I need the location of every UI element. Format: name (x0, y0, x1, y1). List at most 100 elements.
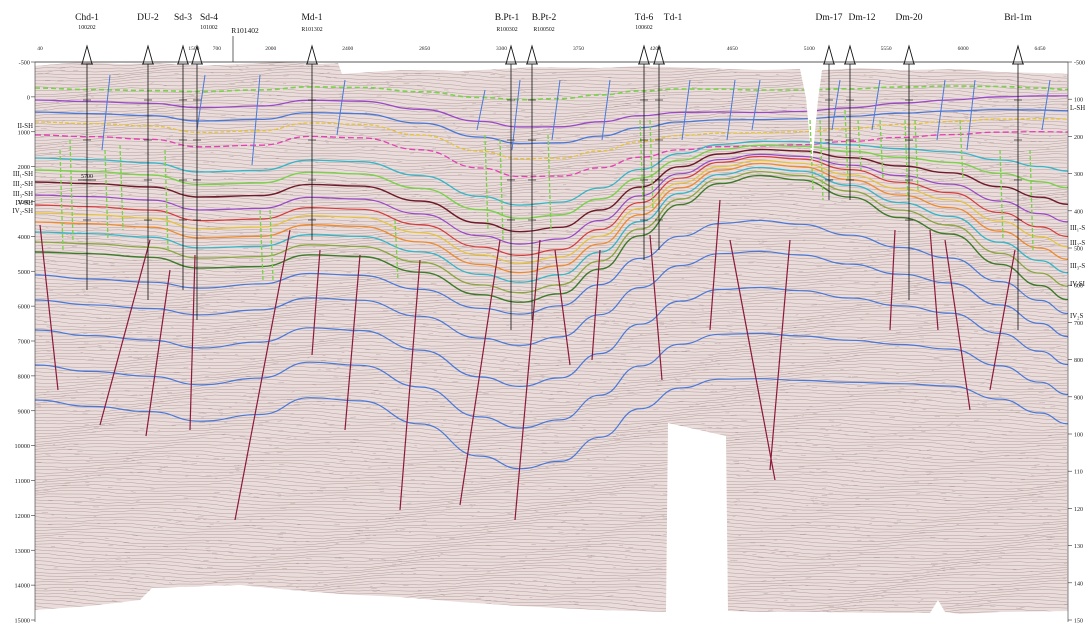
depth-tick-label: 500 (1074, 247, 1083, 253)
horizon-line (35, 332, 1068, 429)
well-derrick-icon (653, 44, 665, 65)
well-derrick-icon (844, 44, 856, 65)
cdp-tick-label: 1500 (188, 46, 199, 52)
minor-fault (649, 119, 654, 211)
cdp-tick-label: 2400 (342, 46, 353, 52)
seismic-section-body (35, 62, 1068, 614)
well-id-label: 100202 (78, 25, 95, 31)
well-name-label: Sd-4 (200, 13, 218, 23)
minor-fault (999, 149, 1004, 241)
horizon-label-right: IV-SI (1070, 281, 1086, 288)
horizon-label-right: IV₂S (1070, 313, 1084, 320)
horizon-line (35, 95, 1068, 128)
depth-tick-label: 15000 (15, 618, 30, 625)
well-dm-20: Dm-20 (896, 13, 923, 300)
depth-tick-label: 7000 (18, 339, 30, 346)
cdp-tick-label: 4200 (650, 46, 661, 52)
fault-line (929, 229, 939, 331)
horizon-line (35, 174, 1068, 303)
depth-tick-label: 140 (1074, 581, 1083, 587)
minor-fault (394, 219, 399, 281)
depth-tick-label: 8000 (18, 373, 30, 380)
depth-tick-label: 300 (1074, 172, 1083, 178)
fault-line (311, 249, 321, 356)
fault-line (554, 249, 571, 366)
cdp-tick-label: 6000 (958, 46, 969, 52)
minor-fault (936, 79, 946, 141)
minor-fault (959, 119, 964, 181)
well-name-label: Dm-17 (816, 13, 843, 23)
depth-tick-label: 14000 (15, 583, 30, 590)
minor-fault (164, 149, 169, 251)
depth-tick-label: 12000 (15, 513, 30, 520)
well-id-label: 100602 (635, 25, 652, 31)
depth-tick-label: 110 (1074, 470, 1083, 476)
depth-tick-label: 9000 (18, 408, 30, 415)
horizon-label-right: III₁-S (1070, 225, 1085, 232)
depth-tick-label: 150 (1074, 619, 1083, 625)
horizon-line (35, 219, 1068, 315)
minor-fault (484, 134, 489, 231)
horizon-line (35, 162, 1068, 274)
fault-line (459, 239, 501, 506)
fault-line (399, 259, 421, 511)
cdp-tick-label: 3750 (573, 46, 584, 52)
well-b-pt-1: B.Pt-1 R100302 (495, 13, 520, 330)
fault-line (99, 239, 151, 426)
fault-line (145, 269, 171, 437)
well-total-depth-label: 5700 (81, 174, 93, 180)
fault-line (234, 229, 291, 521)
cdp-tick-label: 40 (37, 46, 43, 52)
horizon-line (35, 159, 1068, 264)
horizon-line (35, 108, 1068, 145)
cdp-tick-label: 5100 (804, 46, 815, 52)
depth-tick-label: 1000 (18, 129, 30, 136)
minor-fault (251, 74, 261, 166)
depth-tick-label: 130 (1074, 544, 1083, 550)
minor-faults (59, 74, 1051, 281)
horizon-label-left: III₂-SH (13, 181, 33, 188)
fault-line (189, 254, 196, 431)
well-derrick-icon (81, 44, 93, 65)
fault-line (729, 239, 776, 481)
well-id-label: R100502 (533, 27, 554, 33)
depth-tick-label: 11000 (15, 478, 30, 485)
horizon-line (35, 148, 1068, 233)
fault-line (344, 254, 361, 431)
depth-tick-label: 4000 (18, 234, 30, 241)
well-name-label: B.Pt-2 (532, 13, 557, 23)
fault-line (591, 249, 601, 361)
minor-fault (751, 79, 761, 131)
fault-line (39, 224, 59, 391)
minor-fault (966, 79, 976, 151)
well-b-pt-2: B.Pt-2 R100502 (526, 13, 557, 320)
well-derrick-icon (505, 44, 517, 65)
well-derrick-icon (142, 44, 154, 65)
well-name-label: Chd-1 (75, 13, 99, 23)
minor-fault (59, 149, 64, 251)
minor-fault (119, 144, 124, 231)
minor-fault (336, 79, 346, 136)
well-sd-4: Sd-4 101002 (191, 13, 218, 320)
well-name-label: B.Pt-1 (495, 13, 520, 23)
horizon-line (35, 85, 1068, 101)
well-md-1: Md-1 R101302 (301, 13, 323, 240)
depth-tick-label: 800 (1074, 358, 1083, 364)
fault-line (709, 199, 721, 331)
cdp-tick-label: 5550 (881, 46, 892, 52)
depth-tick-label: 0 (27, 94, 30, 101)
minor-fault (101, 74, 111, 151)
well-derrick-icon (526, 44, 538, 65)
minor-fault (904, 119, 909, 201)
horizon-line (35, 144, 1068, 220)
horizon-label-right: III₃-S (1070, 263, 1085, 270)
well-id-label: R101302 (301, 27, 322, 33)
well-td-1: Td-1 (653, 13, 682, 250)
well-derrick-icon (823, 44, 835, 65)
depth-tick-label: 700 (1074, 321, 1083, 327)
cdp-tick-label: 700 (213, 46, 222, 52)
well-name-label: Dm-12 (849, 13, 876, 23)
fault-lines (39, 199, 1016, 521)
horizon-line (35, 250, 1068, 346)
